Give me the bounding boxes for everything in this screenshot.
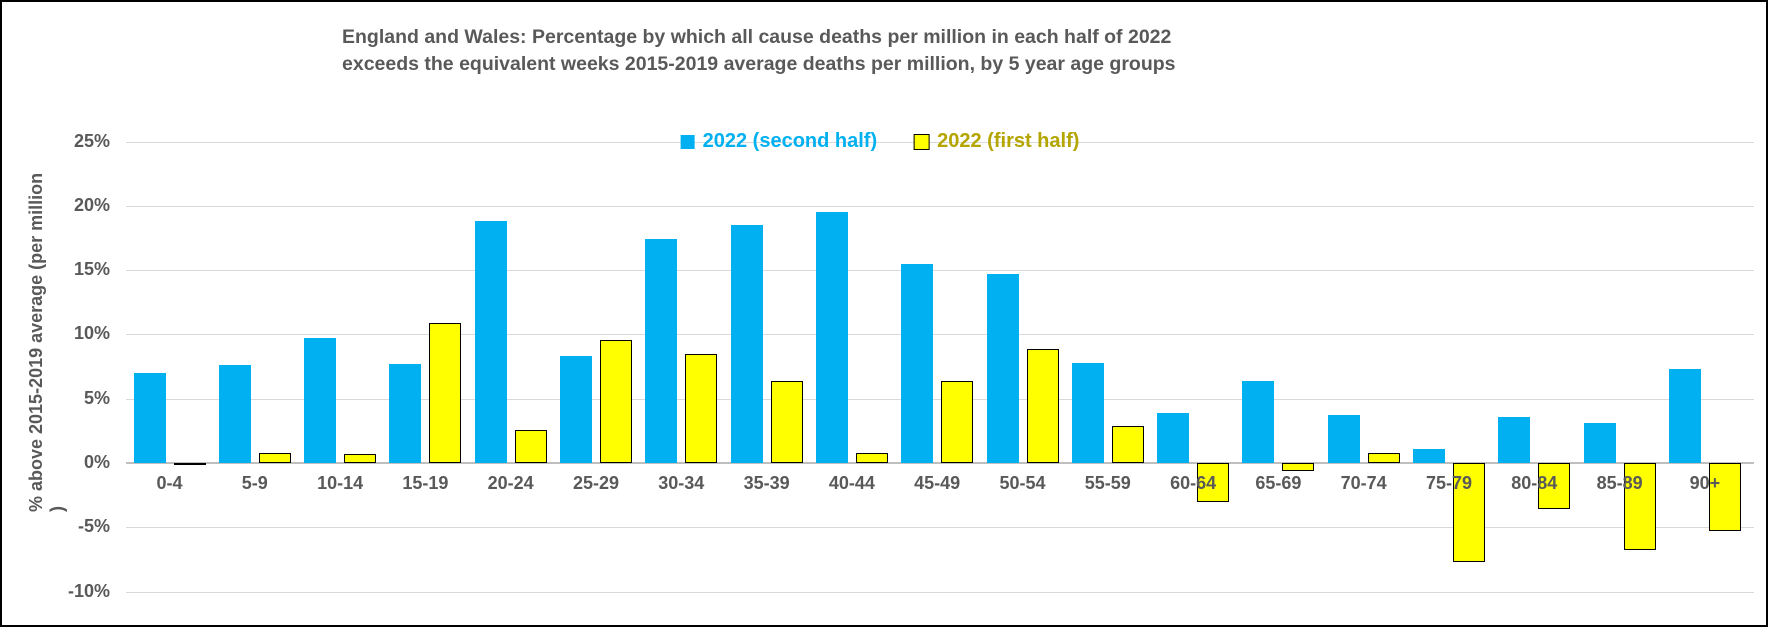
- gridline-20: [126, 205, 1754, 207]
- legend-swatch-second-half-icon: [680, 134, 695, 149]
- bar-first-half-35-39: [770, 380, 803, 463]
- bar-first-half-45-49: [941, 380, 974, 463]
- bar-second-half-65-69: [1242, 380, 1275, 463]
- x-axis-label-85-89: 85-89: [1596, 473, 1643, 493]
- bar-second-half-90+: [1668, 369, 1701, 463]
- bar-first-half-15-19: [429, 322, 462, 463]
- bar-second-half-60-64: [1157, 412, 1190, 463]
- x-axis-label-55-59: 55-59: [1084, 473, 1131, 493]
- chart-title-line-1: England and Wales: Percentage by which a…: [342, 26, 1172, 48]
- x-axis-label-60-64: 60-64: [1170, 473, 1217, 493]
- y-tick-label--10: -10%: [67, 580, 110, 601]
- bar-second-half-25-29: [560, 356, 592, 463]
- bar-first-half-85-89: [1623, 463, 1656, 551]
- y-tick-label--5: -5%: [77, 516, 110, 537]
- bar-first-half-70-74: [1367, 452, 1400, 463]
- legend-item-2022-first-half[interactable]: 2022 (first half): [913, 130, 1079, 153]
- bar-second-half-55-59: [1071, 362, 1104, 463]
- x-axis-label-90+: 90+: [1689, 473, 1721, 493]
- x-axis-label-70-74: 70-74: [1340, 473, 1387, 493]
- bar-first-half-50-54: [1026, 348, 1059, 463]
- gridline-25: [126, 141, 1754, 143]
- bar-first-half-40-44: [855, 452, 888, 463]
- bar-first-half-65-69: [1282, 463, 1315, 471]
- y-tick-label-0: 0%: [83, 452, 110, 472]
- x-axis-label-25-29: 25-29: [572, 473, 620, 493]
- x-axis-label-20-24: 20-24: [487, 473, 534, 493]
- bar-first-half-55-59: [1111, 425, 1144, 463]
- x-axis-label-75-79: 75-79: [1425, 473, 1473, 493]
- bar-first-half-25-29: [600, 339, 632, 463]
- x-axis-label-5-9: 5-9: [241, 473, 268, 493]
- legend-label-second-half: 2022 (second half): [702, 130, 878, 152]
- gridline--10: [126, 591, 1754, 593]
- bar-first-half-60-64: [1197, 463, 1230, 502]
- bar-first-half-75-79: [1453, 463, 1485, 563]
- y-tick-label-25: 25%: [73, 130, 110, 151]
- x-axis-label-0-4: 0-4: [156, 473, 183, 493]
- gridline-15: [126, 270, 1754, 272]
- bar-first-half-0-4: [173, 463, 206, 465]
- bar-second-half-10-14: [304, 338, 337, 463]
- legend-label-first-half: 2022 (first half): [937, 130, 1080, 152]
- bar-second-half-20-24: [474, 221, 507, 463]
- bar-first-half-80-84: [1538, 463, 1571, 510]
- gridline--5: [126, 527, 1754, 529]
- bar-second-half-15-19: [389, 363, 422, 463]
- x-axis-label-45-49: 45-49: [914, 473, 961, 493]
- y-tick-label-5: 5%: [83, 387, 110, 408]
- bar-second-half-0-4: [133, 372, 166, 463]
- gridline-0: [126, 462, 1754, 464]
- x-axis-label-35-39: 35-39: [743, 473, 790, 493]
- bar-first-half-5-9: [258, 452, 291, 463]
- x-axis-label-50-54: 50-54: [999, 473, 1046, 493]
- x-axis-label-30-34: 30-34: [658, 473, 705, 493]
- bar-first-half-10-14: [344, 453, 377, 463]
- gridline-5: [126, 398, 1754, 400]
- bar-second-half-45-49: [901, 263, 934, 463]
- x-axis-label-65-69: 65-69: [1255, 473, 1302, 493]
- x-axis-label-10-14: 10-14: [317, 473, 364, 493]
- bar-second-half-80-84: [1498, 416, 1531, 463]
- bar-second-half-85-89: [1583, 423, 1616, 463]
- bar-first-half-30-34: [685, 353, 718, 463]
- y-tick-label-20: 20%: [73, 194, 110, 215]
- legend: 2022 (second half) 2022 (first half): [680, 130, 1079, 153]
- bar-second-half-75-79: [1413, 448, 1445, 463]
- x-axis-label-40-44: 40-44: [828, 473, 875, 493]
- bar-second-half-35-39: [730, 225, 763, 463]
- bar-second-half-70-74: [1327, 415, 1360, 463]
- y-tick-label-10: 10%: [73, 323, 110, 344]
- bar-second-half-30-34: [645, 239, 678, 463]
- y-tick-label-15: 15%: [73, 259, 110, 280]
- bar-second-half-40-44: [815, 212, 848, 463]
- chart-title-line-2: exceeds the equivalent weeks 2015-2019 a…: [342, 53, 1176, 75]
- chart-title: England and Wales: Percentage by which a…: [342, 24, 1175, 78]
- bar-second-half-50-54: [986, 273, 1019, 463]
- gridline-10: [126, 334, 1754, 336]
- legend-swatch-first-half-icon: [913, 133, 930, 150]
- legend-item-2022-second-half[interactable]: 2022 (second half): [680, 130, 878, 153]
- bar-second-half-5-9: [218, 365, 251, 463]
- x-axis-label-15-19: 15-19: [402, 473, 449, 493]
- bar-first-half-20-24: [514, 429, 547, 463]
- x-axis-label-80-84: 80-84: [1511, 473, 1558, 493]
- bar-first-half-90+: [1708, 463, 1741, 532]
